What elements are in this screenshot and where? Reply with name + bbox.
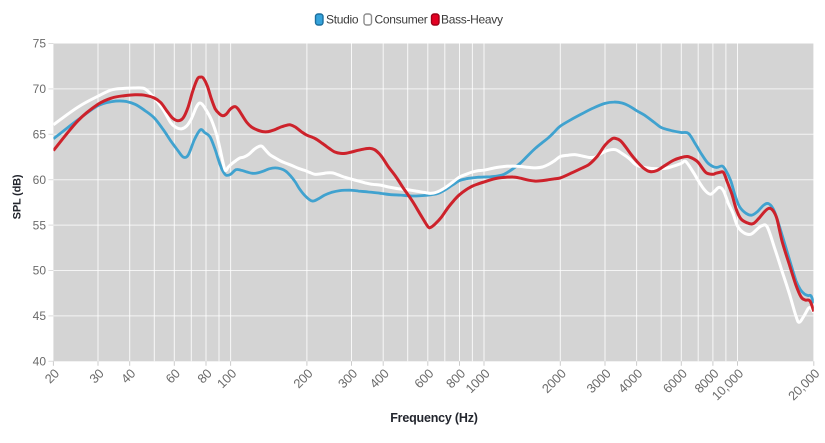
svg-text:75: 75 — [33, 37, 47, 51]
svg-text:Studio: Studio — [326, 13, 359, 27]
svg-text:40: 40 — [33, 355, 47, 369]
svg-text:Frequency (Hz): Frequency (Hz) — [390, 411, 478, 425]
svg-text:Bass-Heavy: Bass-Heavy — [441, 13, 503, 27]
svg-text:60: 60 — [33, 173, 47, 187]
svg-text:45: 45 — [33, 309, 47, 323]
svg-text:55: 55 — [33, 218, 47, 232]
svg-text:65: 65 — [33, 128, 47, 142]
svg-text:SPL (dB): SPL (dB) — [12, 174, 24, 219]
svg-text:Consumer: Consumer — [375, 13, 428, 27]
svg-text:70: 70 — [33, 82, 47, 96]
svg-text:50: 50 — [33, 264, 47, 278]
